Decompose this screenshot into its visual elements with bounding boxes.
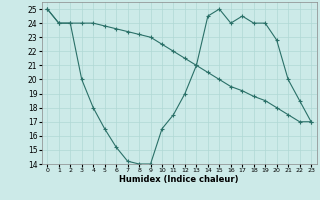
X-axis label: Humidex (Indice chaleur): Humidex (Indice chaleur) <box>119 175 239 184</box>
